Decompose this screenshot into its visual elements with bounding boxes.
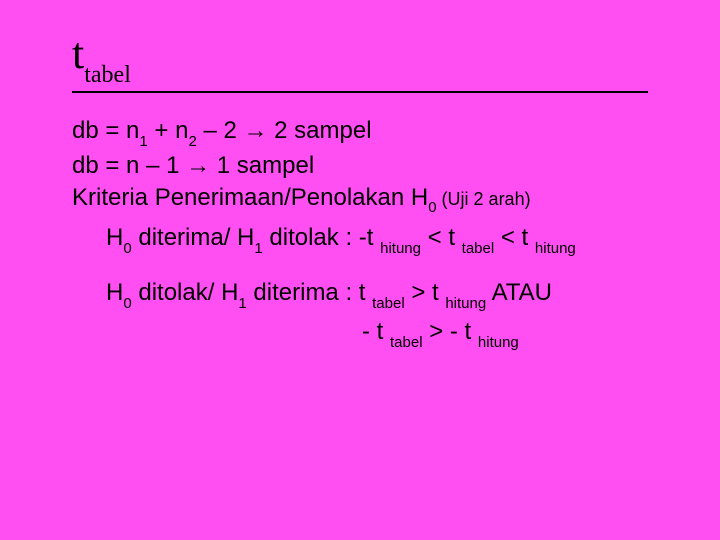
t: db = n	[72, 117, 139, 144]
t: Kriteria Penerimaan/Penolakan H	[72, 184, 428, 211]
s: hitung	[445, 295, 486, 312]
t: > - t	[423, 318, 478, 345]
t: diterima : t	[247, 279, 372, 306]
slide-title: ttabel	[72, 28, 648, 85]
t: (Uji 2 arah)	[437, 189, 531, 209]
slide: ttabel db = n1 + n2 – 2 → 2 sampel db = …	[0, 0, 720, 540]
t: – 2	[197, 117, 244, 144]
t: 2 sampel	[268, 117, 372, 144]
s: 2	[188, 133, 196, 150]
s: tabel	[390, 334, 423, 351]
t: ditolak : -t	[263, 224, 380, 251]
s: tabel	[462, 240, 495, 257]
t: H	[106, 279, 123, 306]
title-wrap: ttabel	[72, 28, 648, 93]
s: 1	[254, 240, 262, 257]
s: 1	[139, 133, 147, 150]
t: < t	[494, 224, 535, 251]
line-h0-diterima: H0 diterima/ H1 ditolak : -t hitung < t …	[106, 224, 648, 255]
t: 1 sampel	[210, 152, 314, 179]
s: hitung	[478, 334, 519, 351]
s: 0	[123, 240, 131, 257]
s: hitung	[380, 240, 421, 257]
s: 0	[428, 199, 436, 216]
line-atau-cont: - t tabel > - t hitung	[362, 318, 648, 349]
line-h0-ditolak: H0 ditolak/ H1 diterima : t tabel > t hi…	[106, 279, 648, 310]
t: + n	[148, 117, 189, 144]
t: H	[106, 224, 123, 251]
line-db-2sampel: db = n1 + n2 – 2 → 2 sampel	[72, 117, 648, 148]
line-db-1sampel: db = n – 1 → 1 sampel	[72, 152, 648, 180]
t: < t	[421, 224, 462, 251]
t: ATAU	[486, 279, 552, 306]
t: db = n – 1	[72, 152, 186, 179]
arrow-icon: →	[186, 152, 210, 179]
s: 1	[238, 295, 246, 312]
s: tabel	[372, 295, 405, 312]
t: > t	[405, 279, 446, 306]
s: hitung	[535, 240, 576, 257]
t: ditolak/ H	[132, 279, 239, 306]
s: 0	[123, 295, 131, 312]
t: diterima/ H	[132, 224, 255, 251]
t: - t	[362, 318, 390, 345]
line-kriteria: Kriteria Penerimaan/Penolakan H0 (Uji 2 …	[72, 184, 648, 215]
title-t: t	[72, 29, 84, 78]
title-sub: tabel	[84, 62, 131, 88]
arrow-icon: →	[244, 117, 268, 144]
